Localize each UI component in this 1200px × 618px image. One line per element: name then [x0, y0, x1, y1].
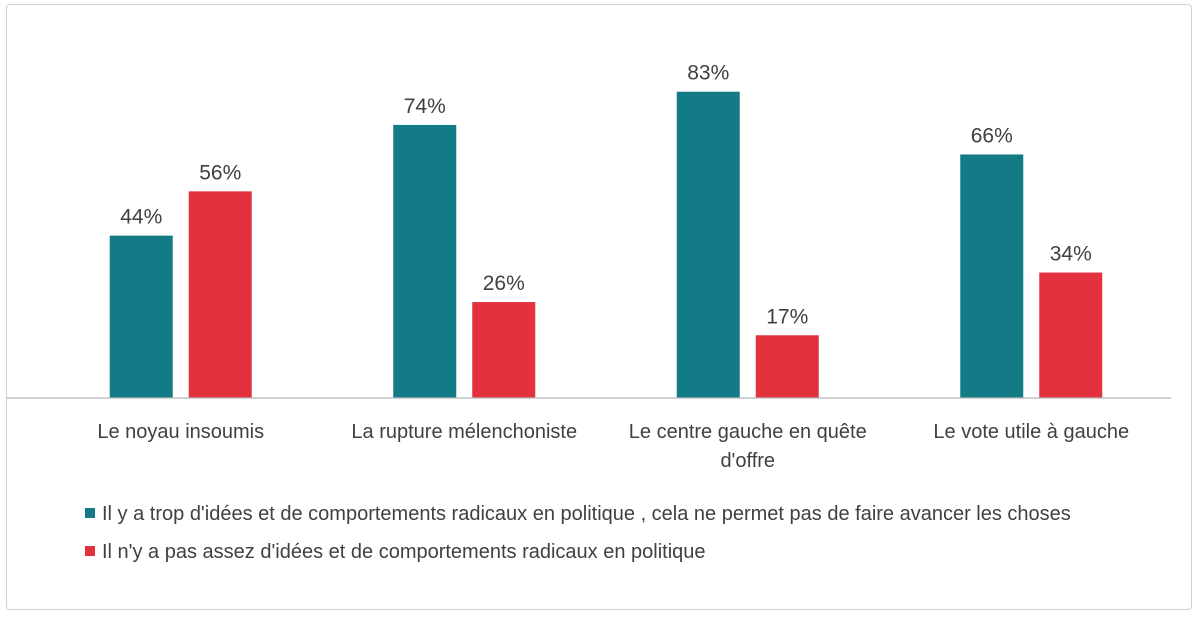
category-labels-layer: Le noyau insoumis La rupture mélenchonist… [97, 421, 1129, 472]
legend: Il y a trop d'idées et de comportements … [85, 501, 1165, 577]
legend-label-series-1: Il y a trop d'idées et de comportements … [102, 503, 1071, 525]
bar-la-rupture-melenchoniste-series-1 [393, 124, 457, 398]
data-label-le-vote-utile-a-gauche-series-2: 34% [1050, 243, 1092, 266]
data-labels-layer: 44% 56% 74% 26% 83% 17% 66% 34% [120, 62, 1092, 329]
data-label-le-noyau-insoumis-series-1: 44% [120, 206, 162, 229]
bar-le-noyau-insoumis-series-1 [109, 235, 173, 398]
bar-le-noyau-insoumis-series-2 [188, 191, 252, 398]
legend-item-series-2: Il n'y a pas assez d'idées et de comport… [85, 539, 1165, 565]
data-label-le-noyau-insoumis-series-2: 56% [199, 161, 241, 184]
category-label-la-rupture-melenchoniste: La rupture mélenchoniste [351, 421, 577, 443]
chart-frame: 44% 56% 74% 26% 83% 17% 66% 34% Le noyau insoum… [6, 4, 1192, 610]
bar-le-vote-utile-a-gauche-series-2 [1039, 272, 1103, 398]
category-label-le-vote-utile-a-gauche: Le vote utile à gauche [933, 421, 1129, 443]
bar-le-vote-utile-a-gauche-series-1 [960, 154, 1024, 398]
bar-le-centre-gauche-en-quete-d-offre-series-1 [676, 91, 740, 398]
legend-item-series-1: Il y a trop d'idées et de comportements … [85, 501, 1165, 527]
data-label-le-centre-gauche-en-quete-d-offre-series-2: 17% [766, 305, 808, 328]
bar-le-centre-gauche-en-quete-d-offre-series-2 [755, 335, 819, 398]
legend-label-series-2: Il n'y a pas assez d'idées et de comport… [102, 541, 706, 563]
data-label-le-centre-gauche-en-quete-d-offre-series-1: 83% [687, 62, 729, 85]
category-label-le-noyau-insoumis: Le noyau insoumis [97, 421, 264, 443]
legend-swatch-series-1 [85, 508, 95, 518]
bar-chart: 44% 56% 74% 26% 83% 17% 66% 34% Le noyau insoum… [7, 62, 1171, 472]
bars-layer [109, 91, 1103, 398]
legend-swatch-series-2 [85, 546, 95, 556]
data-label-la-rupture-melenchoniste-series-1: 74% [404, 95, 446, 118]
data-label-le-vote-utile-a-gauche-series-1: 66% [971, 124, 1013, 147]
data-label-la-rupture-melenchoniste-series-2: 26% [483, 272, 525, 295]
category-label-le-centre-gauche-en-quete-d-offre: Le centre gauche en quête d'offre [629, 421, 867, 472]
bar-la-rupture-melenchoniste-series-2 [472, 302, 536, 398]
